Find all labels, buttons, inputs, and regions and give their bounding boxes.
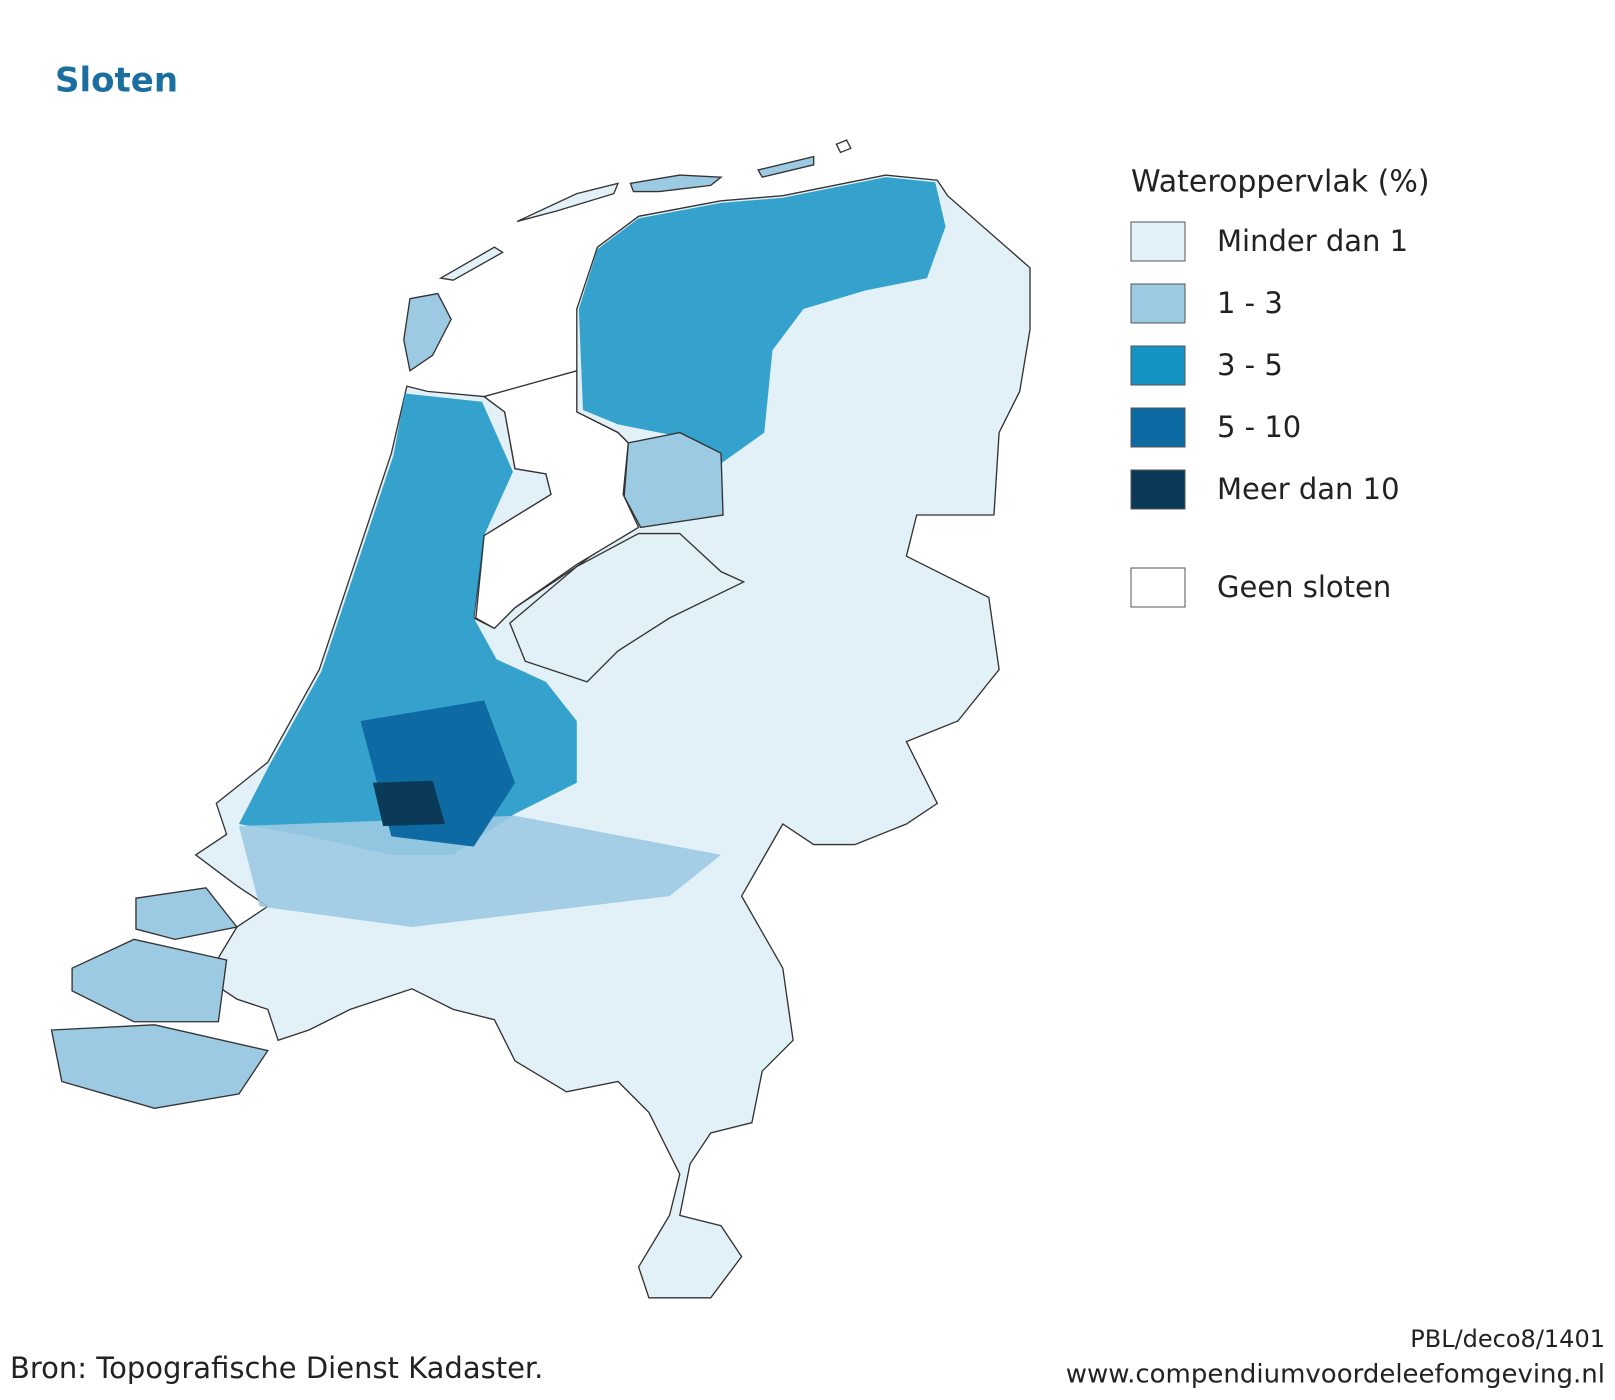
legend-label: 1 - 3 bbox=[1217, 286, 1283, 320]
wadden-island bbox=[835, 139, 852, 154]
legend: Minder dan 1 1 - 3 3 - 5 5 - 10 Meer dan 10 G… bbox=[1130, 221, 1408, 608]
wadden-island bbox=[403, 292, 452, 372]
region-darkest bbox=[372, 780, 445, 827]
legend-swatch bbox=[1130, 345, 1186, 386]
legend-title: Wateroppervlak (%) bbox=[1131, 165, 1430, 200]
map bbox=[50, 139, 1031, 1299]
region-rivers bbox=[238, 815, 721, 927]
wadden-island bbox=[629, 174, 723, 193]
wadden-island bbox=[757, 155, 815, 178]
island-north bbox=[135, 887, 239, 941]
map-title: Sloten bbox=[55, 61, 178, 101]
lake bbox=[475, 369, 640, 630]
region-north bbox=[578, 177, 946, 464]
legend-swatch bbox=[1130, 567, 1186, 608]
wadden-island bbox=[438, 246, 504, 281]
noordoostpolder bbox=[623, 431, 724, 529]
legend-label: 3 - 5 bbox=[1217, 348, 1283, 382]
legend-swatch bbox=[1130, 469, 1186, 510]
flevoland bbox=[509, 532, 746, 683]
island-middle bbox=[71, 938, 228, 1023]
legend-swatch bbox=[1130, 283, 1186, 324]
legend-swatch bbox=[1130, 407, 1186, 448]
island-south bbox=[50, 1024, 269, 1109]
code: PBL/deco8/1401 bbox=[1410, 1325, 1605, 1353]
url: www.compendiumvoordeleefomgeving.nl bbox=[1066, 1360, 1605, 1390]
legend-label: Geen sloten bbox=[1217, 570, 1391, 604]
wadden-island bbox=[516, 182, 620, 223]
legend-label: Meer dan 10 bbox=[1217, 472, 1400, 506]
source: Bron: Topografische Dienst Kadaster. bbox=[10, 1351, 543, 1385]
legend-label: 5 - 10 bbox=[1217, 410, 1301, 444]
legend-label: Minder dan 1 bbox=[1217, 224, 1408, 258]
legend-swatch bbox=[1130, 221, 1186, 262]
